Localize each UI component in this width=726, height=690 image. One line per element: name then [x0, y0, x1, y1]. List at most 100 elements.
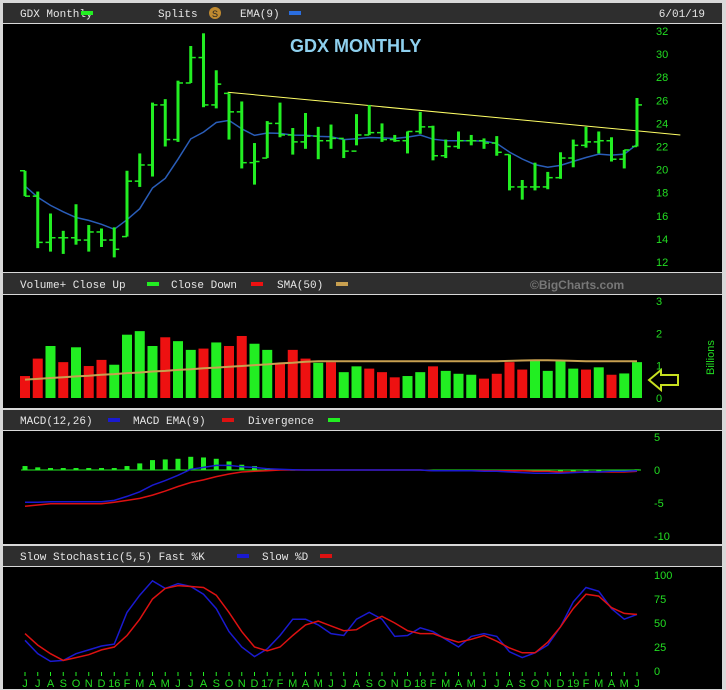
volume-bar	[530, 360, 540, 398]
month-label: J	[22, 678, 28, 690]
month-label: F	[124, 678, 131, 690]
divergence-bar	[35, 467, 41, 470]
month-label: A	[353, 678, 361, 690]
divergence-bar	[73, 468, 79, 470]
price-header-bar	[3, 3, 722, 23]
month-label: D	[404, 678, 412, 690]
volume-bar	[313, 362, 324, 398]
legend-divergence-swatch	[328, 418, 340, 422]
month-label: N	[238, 678, 246, 690]
volume-bar	[122, 334, 132, 398]
volume-bar	[415, 372, 426, 398]
divergence-bar	[137, 463, 143, 470]
month-label: A	[506, 678, 514, 690]
price-panel	[3, 24, 722, 272]
volume-bar	[326, 362, 336, 398]
month-label: A	[149, 678, 157, 690]
stochastic-tick-label: 50	[654, 618, 666, 630]
volume-bar	[568, 368, 579, 398]
ohlc-bar	[176, 80, 180, 142]
volume-bar	[249, 343, 260, 398]
volume-tick-label: 2	[656, 328, 662, 340]
ohlc-bar	[49, 213, 52, 252]
ohlc-bar	[367, 104, 371, 135]
divergence-bar	[188, 456, 194, 470]
legend-down-label: Close Down	[171, 280, 237, 292]
ohlc-bar	[610, 137, 613, 162]
ohlc-bar	[418, 111, 422, 134]
volume-bar	[517, 369, 528, 398]
volume-bar	[262, 349, 273, 398]
month-label: D	[98, 678, 106, 690]
month-label: S	[60, 678, 67, 690]
volume-bar	[593, 367, 604, 398]
volume-bar	[453, 373, 464, 398]
month-label: 16	[108, 678, 120, 690]
volume-bar	[96, 359, 107, 398]
ohlc-bar	[508, 154, 511, 191]
volume-bar	[300, 358, 311, 398]
ohlc-bar	[253, 143, 256, 185]
month-label: 18	[414, 678, 426, 690]
month-label: O	[72, 678, 81, 690]
macd-header-bar	[3, 410, 722, 430]
legend-macd-swatch	[108, 418, 120, 422]
month-label: J	[494, 678, 500, 690]
legend-ema-swatch	[289, 11, 301, 15]
macd-tick-label: 0	[654, 465, 660, 477]
ohlc-bar	[227, 93, 231, 140]
month-label: S	[519, 678, 526, 690]
price-tick-label: 26	[656, 95, 668, 107]
ohlc-bar	[316, 126, 320, 160]
ohlc-bar	[559, 152, 562, 179]
volume-bar	[619, 373, 630, 398]
divergence-bar	[201, 457, 206, 470]
volume-bar	[83, 366, 94, 398]
month-label: N	[391, 678, 399, 690]
volume-header-bar	[3, 273, 722, 294]
divergence-bar	[124, 466, 130, 470]
month-label: D	[251, 678, 259, 690]
legend-divergence-label: Divergence	[248, 416, 314, 428]
ohlc-bar	[342, 139, 346, 159]
ohlc-bar	[214, 70, 218, 109]
month-label: J	[341, 678, 347, 690]
divergence-bar	[596, 470, 602, 472]
volume-bar	[466, 374, 477, 398]
ohlc-bar	[87, 225, 91, 252]
legend-up-swatch	[147, 282, 159, 286]
ohlc-bar	[571, 139, 575, 168]
divergence-bar	[111, 468, 117, 470]
divergence-bar	[570, 470, 576, 472]
ohlc-bar	[151, 102, 154, 177]
price-tick-label: 32	[656, 26, 668, 38]
month-label: M	[441, 678, 450, 690]
month-label: F	[277, 678, 284, 690]
splits-icon-letter: S	[212, 9, 218, 19]
month-label: M	[314, 678, 323, 690]
month-label: S	[213, 678, 220, 690]
month-label: N	[544, 678, 552, 690]
ohlc-bar	[138, 153, 142, 187]
legend-sma-label: SMA(50)	[277, 280, 323, 292]
volume-bar	[71, 347, 81, 398]
month-label: A	[200, 678, 208, 690]
month-label: J	[481, 678, 487, 690]
volume-bar	[275, 363, 285, 398]
ohlc-bar	[520, 179, 524, 200]
legend-sma-swatch	[336, 282, 348, 286]
legend-d-swatch	[320, 554, 332, 558]
volume-bar	[58, 362, 69, 398]
month-label: M	[594, 678, 603, 690]
macd-panel	[3, 431, 722, 544]
month-label: J	[634, 678, 640, 690]
volume-bar	[364, 368, 375, 398]
legend-splits-label: Splits	[158, 9, 198, 21]
divergence-bar	[86, 468, 92, 470]
stochastic-tick-label: 0	[654, 666, 660, 678]
volume-bar	[632, 362, 642, 398]
volume-arrow-icon	[647, 367, 679, 393]
month-label: 17	[261, 678, 273, 690]
divergence-bar	[150, 460, 155, 470]
month-label: O	[378, 678, 387, 690]
